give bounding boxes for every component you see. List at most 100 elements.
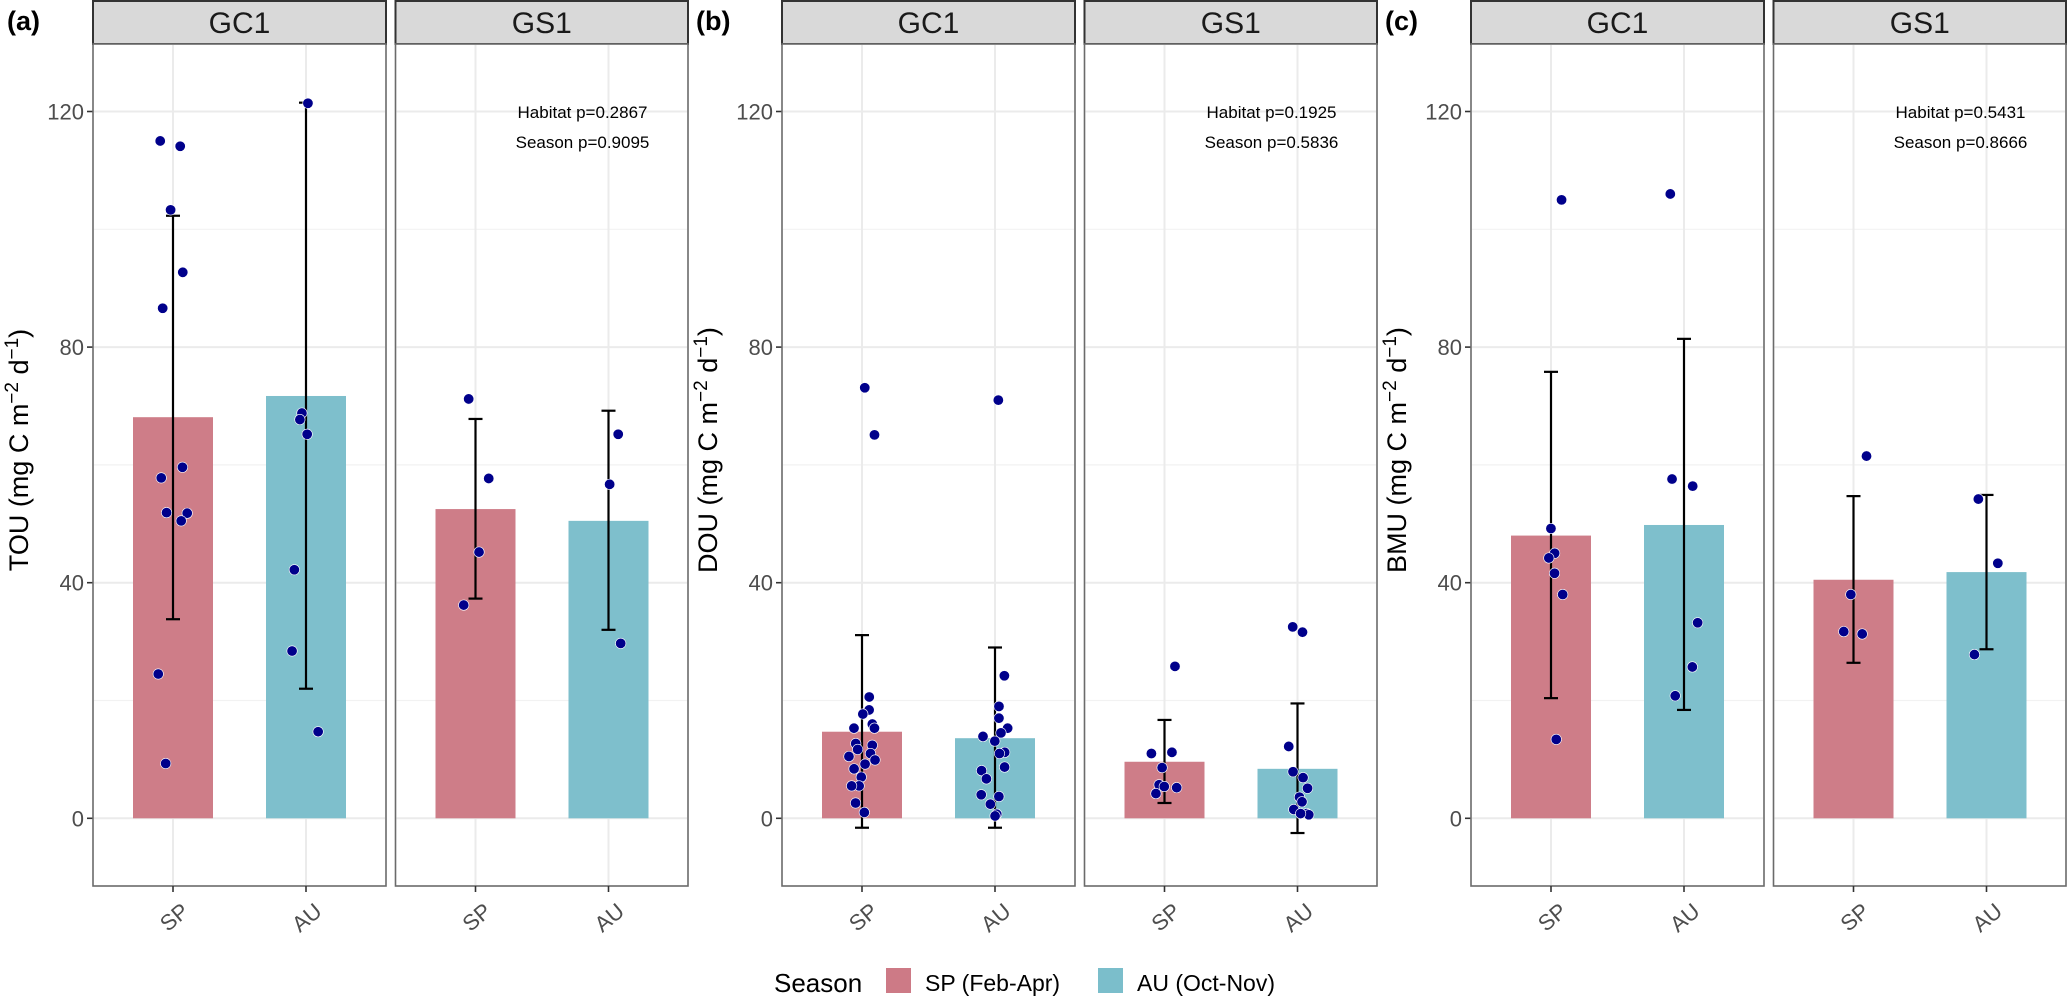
facet-gc1: GC1 SP AU — [1470, 0, 1765, 937]
p-value-annotation: Habitat p=0.1925 — [1207, 103, 1337, 122]
data-point — [1150, 788, 1162, 800]
y-tick-label: 0 — [1450, 806, 1462, 831]
data-point — [157, 302, 169, 314]
data-point — [1972, 493, 1984, 505]
data-point — [980, 773, 992, 785]
data-point — [1687, 480, 1699, 492]
facet-strip — [1772, 0, 2067, 45]
data-point — [993, 791, 1005, 803]
panel-group-2: (c) BMU (mg C m−2 d−1) 0 40 80 120 GC1 SP AU GS1 S… — [1380, 0, 2067, 937]
p-value-annotation: Habitat p=0.5431 — [1896, 103, 2026, 122]
panel-tag: (b) — [696, 6, 730, 36]
data-point — [1287, 621, 1299, 633]
y-axis-label: TOU (mg C m−2 d−1) — [2, 329, 34, 571]
data-point — [1557, 588, 1569, 600]
data-point — [294, 414, 306, 426]
data-point — [1666, 473, 1678, 485]
data-point — [1669, 690, 1681, 702]
data-point — [1992, 557, 2004, 569]
data-point — [1686, 661, 1698, 673]
facet-strip-label: GC1 — [898, 7, 960, 40]
facet-strip-label: GC1 — [1587, 7, 1649, 40]
data-point — [859, 758, 871, 770]
data-point — [848, 722, 860, 734]
facet-strip-label: GS1 — [1201, 7, 1261, 40]
facet-gs1: GS1 SP AU Habitat p=0.2867 Season p=0.9095 — [394, 0, 689, 937]
facet-strip-label: GS1 — [1890, 7, 1950, 40]
y-tick-label: 40 — [749, 571, 773, 596]
data-point — [312, 726, 324, 738]
data-point — [858, 806, 870, 818]
data-point — [612, 428, 624, 440]
data-point — [615, 637, 627, 649]
data-point — [458, 599, 470, 611]
data-point — [1145, 748, 1157, 760]
y-tick-label: 120 — [736, 100, 773, 125]
data-point — [1856, 628, 1868, 640]
data-point — [1545, 523, 1557, 535]
data-point — [1543, 552, 1555, 564]
facet-gc1: GC1 SP AU — [781, 0, 1076, 937]
data-point — [846, 780, 858, 792]
data-point — [1156, 762, 1168, 774]
x-tick-label: AU — [590, 898, 629, 937]
data-point — [868, 429, 880, 441]
data-point — [176, 461, 188, 473]
data-point — [1556, 194, 1568, 206]
data-point — [989, 810, 1001, 822]
panel-tag: (a) — [7, 6, 40, 36]
data-point — [463, 393, 475, 405]
legend-label-au: AU (Oct-Nov) — [1137, 970, 1275, 996]
y-tick-label: 0 — [761, 806, 773, 831]
data-point — [1158, 780, 1170, 792]
legend: Season SP (Feb-Apr) AU (Oct-Nov) — [774, 968, 1275, 996]
p-value-annotation: Season p=0.5836 — [1205, 133, 1339, 152]
y-tick-label: 40 — [1438, 571, 1462, 596]
panel-group-1: (b) DOU (mg C m−2 d−1) 0 40 80 120 GC1 SP AU GS1 S… — [691, 0, 1378, 937]
data-point — [989, 735, 1001, 747]
data-point — [995, 727, 1007, 739]
facet-gs1: GS1 SP AU Habitat p=0.1925 Season p=0.5836 — [1083, 0, 1378, 937]
data-point — [975, 789, 987, 801]
panels-layer: (a) TOU (mg C m−2 d−1) 0 40 80 120 GC1 SP AU GS1 S… — [2, 0, 2067, 937]
data-point — [993, 700, 1005, 712]
data-point — [1664, 188, 1676, 200]
data-point — [175, 515, 187, 527]
y-tick-label: 40 — [60, 571, 84, 596]
data-point — [993, 712, 1005, 724]
data-point — [1845, 588, 1857, 600]
p-value-annotation: Season p=0.8666 — [1894, 133, 2028, 152]
data-point — [999, 761, 1011, 773]
data-point — [174, 140, 186, 152]
y-axis-label: BMU (mg C m−2 d−1) — [1380, 327, 1412, 573]
data-point — [1296, 796, 1308, 808]
facet-strip — [1470, 0, 1765, 45]
legend-swatch-au — [1098, 968, 1123, 993]
legend-label-sp: SP (Feb-Apr) — [925, 970, 1060, 996]
data-point — [1287, 766, 1299, 778]
data-point — [857, 708, 869, 720]
data-point — [165, 204, 177, 216]
x-tick-label: SP — [1533, 898, 1572, 936]
data-point — [155, 472, 167, 484]
data-point — [843, 750, 855, 762]
data-point — [1295, 808, 1307, 820]
data-point — [859, 382, 871, 394]
data-point — [1297, 772, 1309, 784]
y-tick-label: 120 — [47, 100, 84, 125]
data-point — [868, 722, 880, 734]
data-point — [850, 797, 862, 809]
data-point — [1549, 567, 1561, 579]
facet-strip-label: GS1 — [512, 7, 572, 40]
x-tick-label: SP — [1835, 898, 1874, 936]
facet-gc1: GC1 SP AU — [92, 0, 387, 937]
y-tick-label: 0 — [72, 806, 84, 831]
panel-tag: (c) — [1385, 6, 1418, 36]
p-value-annotation: Habitat p=0.2867 — [518, 103, 648, 122]
x-tick-label: AU — [287, 898, 326, 937]
legend-swatch-sp — [886, 968, 911, 993]
data-point — [869, 754, 881, 766]
x-tick-label: AU — [976, 898, 1015, 937]
data-point — [161, 507, 173, 519]
